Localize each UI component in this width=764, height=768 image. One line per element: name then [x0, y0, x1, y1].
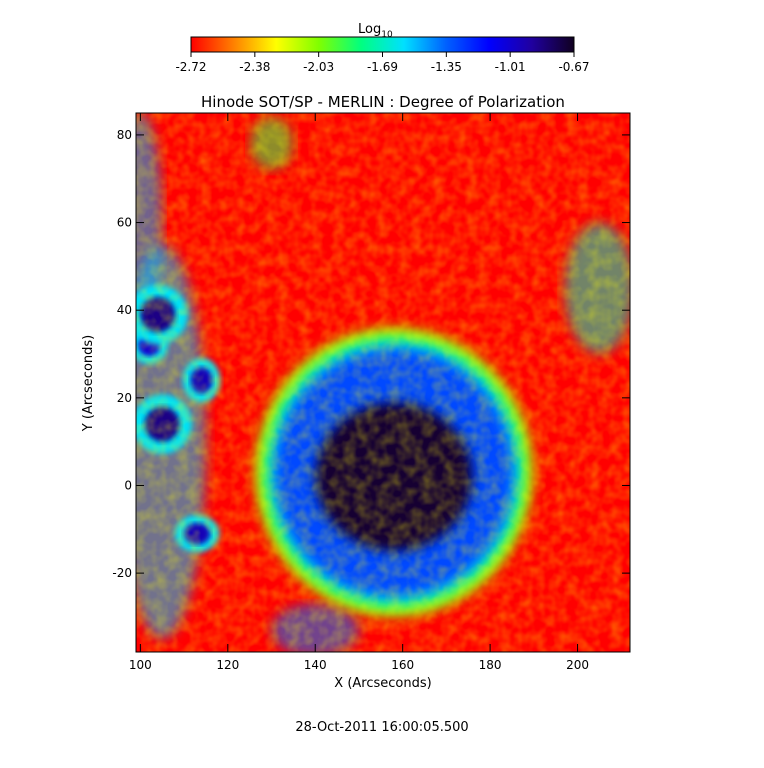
- x-tick-label: 140: [304, 658, 327, 672]
- y-tick-label: 0: [124, 478, 132, 492]
- x-tick-label: 100: [129, 658, 152, 672]
- x-axis: 100 120 140 160 180 200: [129, 113, 589, 672]
- colorbar-tick-label: -2.38: [239, 60, 270, 74]
- x-tick-label: 180: [479, 658, 502, 672]
- y-tick-label: 20: [117, 391, 132, 405]
- colorbar-label-sub: 10: [381, 30, 393, 40]
- y-tick-label: 80: [117, 128, 132, 142]
- x-tick-label: 120: [216, 658, 239, 672]
- colorbar: [190, 36, 575, 53]
- colorbar-label: Log10: [358, 22, 393, 40]
- x-tick-label: 160: [391, 658, 414, 672]
- colorbar-ticks: -2.72 -2.38 -2.03 -1.69 -1.35 -1.01 -0.67: [175, 52, 590, 74]
- y-axis: -20 0 20 40 60 80: [112, 128, 630, 580]
- colorbar-tick-label: -1.01: [495, 60, 526, 74]
- y-tick-label: 60: [117, 216, 132, 230]
- y-tick-label: 40: [117, 303, 132, 317]
- colorbar-tick-label: -0.67: [558, 60, 589, 74]
- colorbar-tick-label: -2.72: [175, 60, 206, 74]
- x-axis-label: X (Arcseconds): [334, 676, 431, 691]
- granulation-texture: [136, 113, 630, 652]
- colorbar-label-base: Log: [358, 22, 381, 37]
- timestamp: 28-Oct-2011 16:00:05.500: [295, 720, 468, 735]
- colorbar-tick-label: -1.35: [431, 60, 462, 74]
- plot-area: [136, 113, 630, 652]
- y-axis-label: Y (Arcseconds): [81, 335, 96, 432]
- colorbar-tick-label: -2.03: [303, 60, 334, 74]
- chart-title: Hinode SOT/SP - MERLIN : Degree of Polar…: [201, 93, 565, 111]
- colorbar-tick-label: -1.69: [367, 60, 398, 74]
- y-tick-label: -20: [112, 566, 132, 580]
- plot-frame: [135, 112, 631, 653]
- x-tick-label: 200: [566, 658, 589, 672]
